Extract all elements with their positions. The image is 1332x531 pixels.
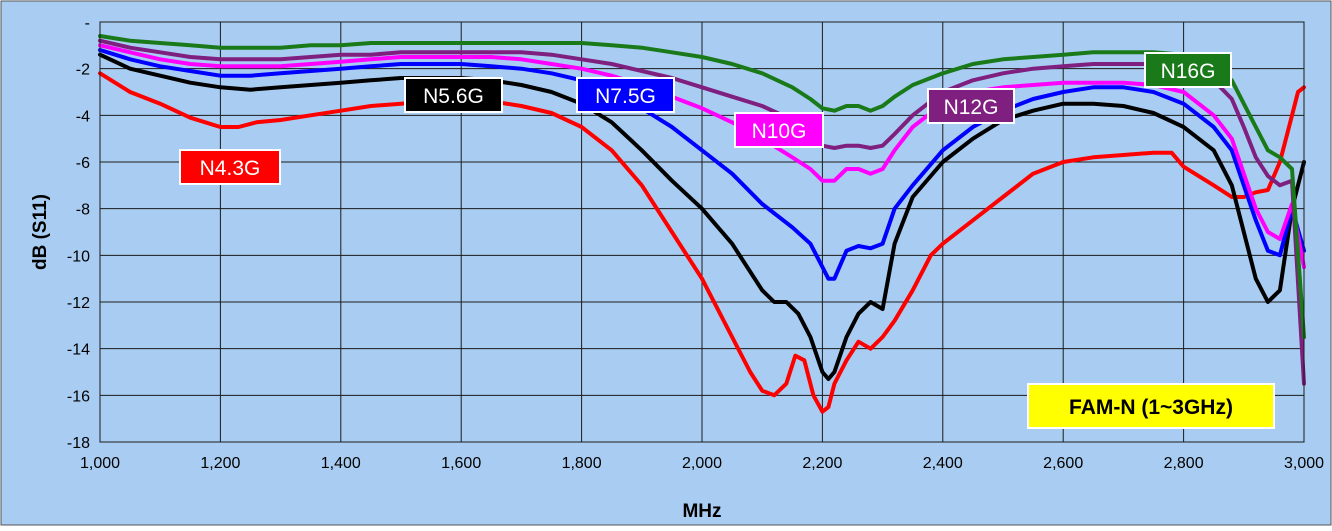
series-line-n10g — [98, 43, 1306, 269]
y-tick-label: -12 — [67, 295, 90, 312]
annotation-background — [1027, 383, 1275, 429]
x-tick-label: 1,200 — [200, 455, 240, 472]
series-label-box-n12g — [927, 88, 1015, 124]
y-tick-label: -14 — [67, 342, 90, 359]
y-tick-label: - — [85, 15, 90, 32]
series-label-n5-6g: N5.6G — [423, 85, 484, 108]
annotation-text: FAM-N (1~3GHz) — [1069, 396, 1233, 419]
x-tick-label: 1,600 — [441, 455, 481, 472]
x-tick-label: 2,200 — [802, 455, 842, 472]
y-tick-label: -2 — [76, 62, 90, 79]
series-label-box-n5-6g — [404, 77, 503, 113]
y-tick-labels: - -2 -4 -6 -8 -10 -12 -14 -16 -18 — [67, 15, 90, 452]
series-line-n4-3g — [98, 71, 1306, 414]
y-tick-label: -6 — [76, 155, 90, 172]
x-tick-label: 2,400 — [923, 455, 963, 472]
series-labels: N4.3G N5.6G N7.5G N10G N12G N16G — [179, 52, 1232, 185]
series-label-n16g: N16G — [1161, 60, 1216, 83]
series-label-n7-5g: N7.5G — [595, 85, 656, 108]
y-tick-label: -10 — [67, 248, 90, 265]
series-label-box-n10g — [734, 112, 824, 148]
y-tick-label: -18 — [67, 435, 90, 452]
series-label-n12g: N12G — [944, 96, 999, 119]
x-axis-title: MHz — [682, 501, 721, 522]
x-tick-labels: 1,000 1,200 1,400 1,600 1,800 2,000 2,200 2,400… — [80, 455, 1324, 472]
x-tick-label: 3,000 — [1284, 455, 1324, 472]
series-line-n5-6g — [98, 52, 1306, 381]
plot-border — [99, 21, 1305, 443]
series-label-n10g: N10G — [752, 120, 807, 143]
y-tick-label: -16 — [67, 388, 90, 405]
x-tick-label: 1,800 — [562, 455, 602, 472]
x-tick-label: 2,000 — [682, 455, 722, 472]
x-tick-label: 1,400 — [321, 455, 361, 472]
series-label-box-n7-5g — [576, 77, 675, 113]
series-label-box-n16g — [1144, 52, 1232, 88]
y-tick-label: -4 — [76, 108, 90, 125]
x-tick-label: 2,600 — [1043, 455, 1083, 472]
series-label-n4-3g: N4.3G — [200, 157, 261, 180]
x-tick-label: 2,800 — [1164, 455, 1204, 472]
series-label-box-n4-3g — [179, 149, 281, 185]
y-tick-label: -8 — [76, 202, 90, 219]
annotation-box: FAM-N (1~3GHz) — [1027, 383, 1275, 429]
y-axis-title: dB (S11) — [30, 194, 51, 270]
x-tick-label: 1,000 — [80, 455, 120, 472]
series-line-n7-5g — [98, 48, 1306, 281]
